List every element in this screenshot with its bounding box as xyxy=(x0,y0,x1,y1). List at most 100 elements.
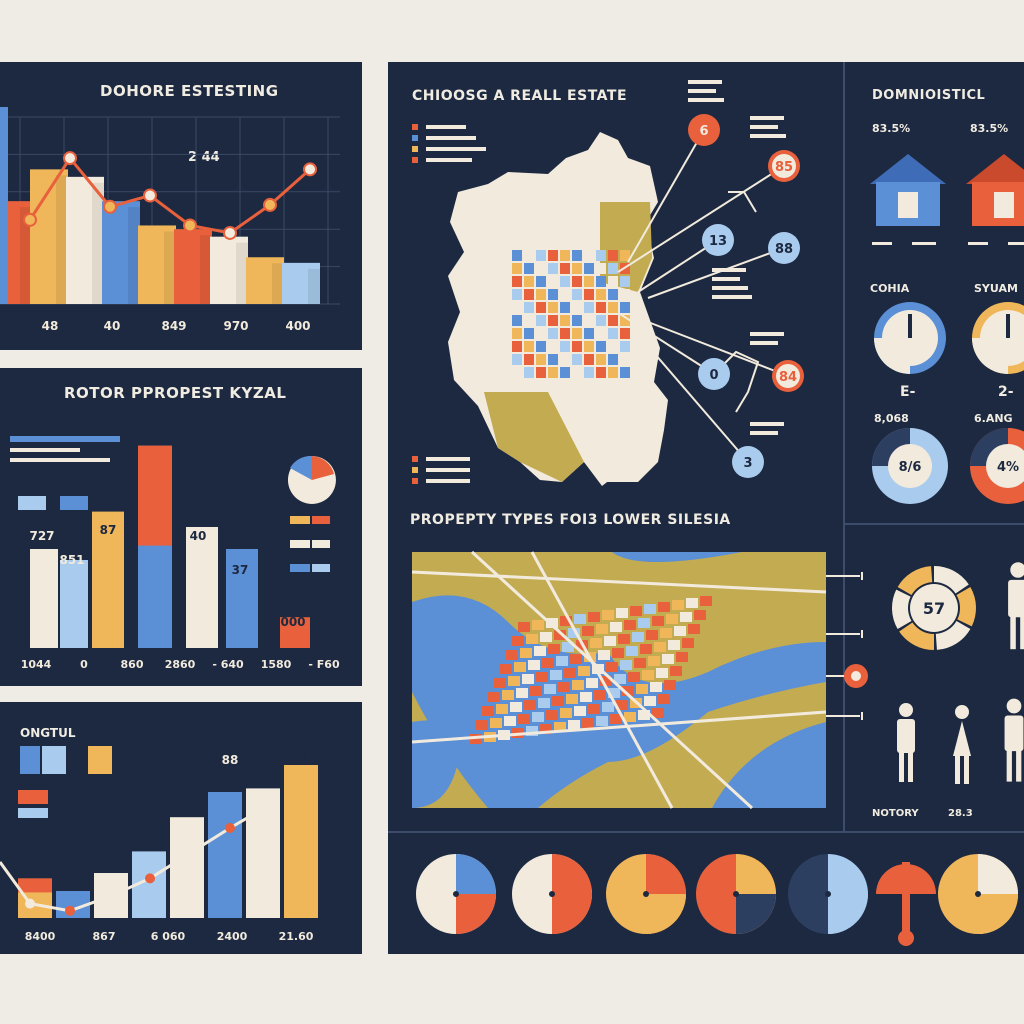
city-block xyxy=(518,714,530,724)
map-block xyxy=(512,367,522,378)
donut-label-1: 8,068 xyxy=(874,412,909,425)
text-line xyxy=(712,286,748,290)
legend-swatch xyxy=(290,516,310,524)
dashboard-main: 6 85 13 88 0 84 3 8/6 4% 57 CHIOOSG A REALL ESTAT… xyxy=(388,62,1024,954)
badge-inner xyxy=(772,154,796,178)
legend-swatch xyxy=(88,746,112,774)
bar xyxy=(186,527,218,648)
text-line xyxy=(968,242,988,245)
person-leg xyxy=(1010,614,1016,650)
line-point xyxy=(303,162,317,177)
map-block xyxy=(596,250,606,261)
map-block xyxy=(608,276,618,287)
map-block xyxy=(596,354,606,365)
badge-label: 85 xyxy=(775,160,793,175)
city-block xyxy=(554,630,566,640)
text-line xyxy=(750,134,786,138)
map-block xyxy=(584,302,594,313)
city-block xyxy=(662,654,674,664)
badge xyxy=(698,358,730,390)
badge-inner xyxy=(776,364,800,388)
map-block xyxy=(548,315,558,326)
map-block xyxy=(572,276,582,287)
gauge-caption-1: E- xyxy=(900,384,916,400)
legend-swatch xyxy=(412,135,418,141)
map-block xyxy=(572,250,582,261)
value-label: 850 xyxy=(23,839,48,853)
text-line xyxy=(712,277,740,281)
map-block xyxy=(596,276,606,287)
map-block xyxy=(608,328,618,339)
bar-shade xyxy=(92,182,104,304)
house-value-1: 83.5% xyxy=(872,122,911,135)
map-block xyxy=(572,341,582,352)
road xyxy=(411,570,827,594)
legend-swatch xyxy=(312,540,330,548)
badge xyxy=(688,114,720,146)
city-block xyxy=(656,668,668,678)
series-line xyxy=(0,803,271,913)
map-block xyxy=(572,315,582,326)
map-block xyxy=(536,263,546,274)
bar-shade xyxy=(20,207,32,304)
legend-swatch xyxy=(412,146,418,152)
city-block xyxy=(608,688,620,698)
road xyxy=(470,550,754,810)
bar-shade xyxy=(164,231,176,304)
pie-slice xyxy=(646,894,686,934)
domestic-title: DOMNIOISTICL xyxy=(872,88,986,103)
value-label: 851 xyxy=(59,553,84,567)
map-block xyxy=(536,341,546,352)
bar xyxy=(92,511,124,648)
map-block xyxy=(524,289,534,300)
map-block xyxy=(548,328,558,339)
map-block xyxy=(512,250,522,261)
city-block xyxy=(528,660,540,670)
pie-slice xyxy=(552,894,592,934)
map-block xyxy=(560,354,570,365)
map-block xyxy=(584,263,594,274)
badge xyxy=(768,232,800,264)
legend-swatch xyxy=(412,157,418,163)
map-block xyxy=(620,289,630,300)
city-block xyxy=(658,602,670,612)
city-block xyxy=(638,710,650,720)
panel-rotor-propest: ROTOR PPROPEST KYZAL 727 57 851 898 87 87 40 28… xyxy=(0,368,362,686)
tick-label: 40 xyxy=(104,319,121,333)
city-block xyxy=(550,670,562,680)
donut-value: 4% xyxy=(997,460,1019,475)
map-block xyxy=(548,250,558,261)
text-line xyxy=(912,242,936,245)
city-block xyxy=(680,612,692,622)
legend-line xyxy=(426,158,472,162)
connector-line xyxy=(647,321,789,377)
map-block xyxy=(536,328,546,339)
legend-swatch xyxy=(18,790,48,804)
bar xyxy=(170,817,204,918)
badge-label: 84 xyxy=(779,370,797,385)
map-block xyxy=(512,328,522,339)
city-block xyxy=(518,622,530,632)
city-block xyxy=(648,656,660,666)
person-leg xyxy=(908,750,913,782)
badge-label: 13 xyxy=(709,234,727,249)
city-block xyxy=(596,624,608,634)
city-block xyxy=(524,700,536,710)
person-body xyxy=(953,721,971,756)
legend-swatch xyxy=(20,746,40,774)
legend-bar xyxy=(10,458,110,462)
bar xyxy=(226,549,258,648)
legend-swatch xyxy=(412,124,418,130)
legend-line xyxy=(426,479,470,483)
city-block xyxy=(668,640,680,650)
text-line xyxy=(750,116,784,120)
tick-label: 970 xyxy=(223,319,248,333)
person-leg xyxy=(1006,748,1012,782)
tick-label: 1044 xyxy=(21,658,52,671)
city-block xyxy=(642,670,654,680)
bar-shade xyxy=(308,268,320,304)
donut-hole xyxy=(888,444,932,488)
map-block xyxy=(608,289,618,300)
bar-shade xyxy=(200,235,212,304)
badge xyxy=(732,446,764,478)
